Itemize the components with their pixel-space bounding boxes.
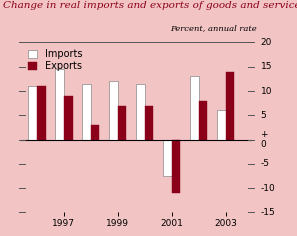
Bar [163, 139, 172, 176]
Text: -5: -5 [260, 159, 270, 168]
Text: Change in real imports and exports of goods and services: Change in real imports and exports of go… [3, 1, 297, 10]
Bar [118, 105, 127, 139]
Bar [55, 69, 64, 139]
Bar [199, 101, 207, 139]
Text: Percent, annual rate: Percent, annual rate [170, 24, 257, 32]
Text: 5: 5 [260, 111, 266, 120]
Bar [172, 139, 180, 193]
Bar [28, 86, 37, 139]
Legend: Imports, Exports: Imports, Exports [26, 47, 85, 73]
Bar [145, 105, 153, 139]
Text: -15: -15 [260, 208, 275, 217]
Bar [82, 84, 91, 139]
Bar [91, 125, 99, 139]
Bar [37, 86, 45, 139]
Bar [109, 81, 118, 139]
Text: 20: 20 [260, 38, 272, 47]
Bar [136, 84, 145, 139]
Text: +
0: + 0 [260, 130, 268, 149]
Bar [190, 76, 199, 139]
Bar [225, 72, 234, 139]
Text: 10: 10 [260, 87, 272, 96]
Bar [217, 110, 225, 139]
Text: 15: 15 [260, 62, 272, 71]
Text: -10: -10 [260, 184, 275, 193]
Bar [64, 96, 72, 139]
